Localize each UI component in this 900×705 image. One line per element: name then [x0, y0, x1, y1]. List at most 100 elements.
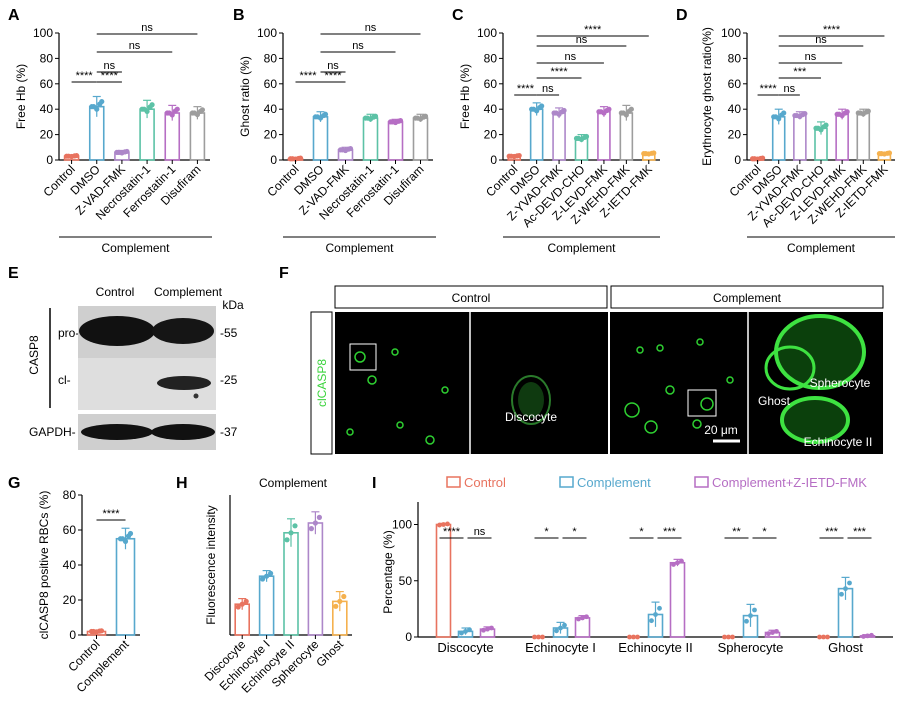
blot-protein-label: CASP8 [27, 335, 41, 375]
y-tick-label: 20 [63, 593, 77, 607]
data-point [576, 616, 581, 622]
blot-band-pro-control [79, 316, 155, 346]
micro-cell [696, 338, 704, 346]
y-tick-label: 0 [490, 153, 497, 167]
micro-stain-label: clCASP8 [315, 359, 329, 407]
data-point [314, 114, 321, 120]
y-tick-label: 0 [270, 153, 277, 167]
blot-band-gapdh-control [81, 424, 153, 440]
y-tick-label: 0 [46, 153, 53, 167]
y-tick-label: 20 [484, 128, 498, 142]
data-point [748, 613, 753, 619]
micro-zoom-box-control [349, 343, 377, 371]
micro-cell [354, 351, 366, 363]
data-point [414, 115, 421, 121]
y-tick-label: 40 [40, 102, 54, 116]
significance-label: * [762, 526, 767, 538]
data-point [71, 153, 78, 159]
data-point [147, 104, 153, 110]
significance-label: ns [576, 34, 588, 46]
bar [258, 575, 275, 636]
significance-label: ** [732, 526, 741, 538]
micro-cell [665, 385, 675, 395]
data-point [284, 537, 290, 543]
data-point [726, 634, 731, 640]
blot-band-cl-complement [157, 376, 211, 390]
data-point [794, 112, 800, 119]
bar [283, 531, 299, 636]
data-point [815, 125, 821, 131]
y-axis-label: Erythrocyte ghost ratio(%) [700, 27, 714, 166]
micro-header-complement: Complement [713, 291, 782, 305]
data-point [243, 598, 249, 605]
significance-label: *** [793, 66, 807, 78]
data-point [770, 630, 775, 635]
significance-label: ns [815, 34, 827, 46]
data-point [420, 114, 427, 120]
group-label: Complement [325, 241, 394, 255]
data-point [562, 622, 567, 628]
group-label: Complement [101, 241, 170, 255]
micro-cell [367, 375, 377, 385]
y-tick-label: 60 [484, 77, 498, 91]
data-point [292, 523, 298, 529]
bar [362, 117, 379, 161]
data-point [312, 520, 318, 526]
x-tick-label: Spherocyte [718, 640, 784, 655]
y-tick-label: 80 [264, 51, 278, 65]
data-point [65, 153, 72, 159]
data-point [821, 124, 827, 130]
data-point [308, 526, 314, 532]
chart-h: Fluorescence intensityComplementDiscocyt… [202, 476, 352, 696]
y-tick-label: 80 [63, 488, 77, 502]
y-tick-label: 40 [63, 558, 77, 572]
micro-cell [346, 428, 354, 436]
blot-row-gapdh: GAPDH- [29, 425, 76, 439]
y-axis-label: Free Hb (%) [458, 64, 472, 129]
significance-label: ns [365, 22, 377, 34]
panel-letter-g: G [8, 475, 20, 492]
y-tick-label: 100 [257, 26, 277, 40]
data-point [649, 150, 655, 156]
data-point [626, 108, 632, 114]
micro-scale-label: 20 μm [704, 423, 738, 437]
micro-cell [636, 346, 644, 354]
y-tick-label: 0 [405, 630, 412, 644]
micro-cell [644, 420, 658, 434]
blot-header-control: Control [96, 285, 135, 299]
significance-label: *** [663, 526, 677, 538]
data-point [333, 603, 339, 609]
data-point [467, 627, 472, 633]
data-point [620, 110, 626, 116]
micro-cell [692, 419, 702, 429]
y-tick-label: 20 [40, 128, 54, 142]
micro-discocyte-cell [511, 375, 551, 425]
legend-label: Complement [577, 475, 651, 490]
bar [387, 121, 404, 161]
data-point [643, 151, 649, 157]
data-point [364, 115, 371, 121]
data-point [91, 104, 97, 110]
panel-letter-d: D [676, 7, 688, 24]
data-point [653, 612, 658, 617]
y-tick-label: 60 [63, 523, 77, 537]
micro-cell [441, 386, 449, 394]
data-point [508, 153, 514, 159]
legend-swatch [446, 476, 461, 488]
y-tick-label: 40 [264, 102, 278, 116]
significance-label: * [572, 526, 577, 538]
significance-label: **** [76, 70, 94, 82]
data-point [316, 514, 322, 521]
significance-label: ns [805, 51, 817, 63]
data-point [580, 615, 585, 621]
data-point [536, 634, 541, 640]
data-point [370, 114, 377, 120]
data-point [730, 634, 735, 640]
data-point [459, 630, 464, 636]
data-point [485, 626, 490, 632]
x-tick-label: Echinocyte I [525, 640, 596, 655]
